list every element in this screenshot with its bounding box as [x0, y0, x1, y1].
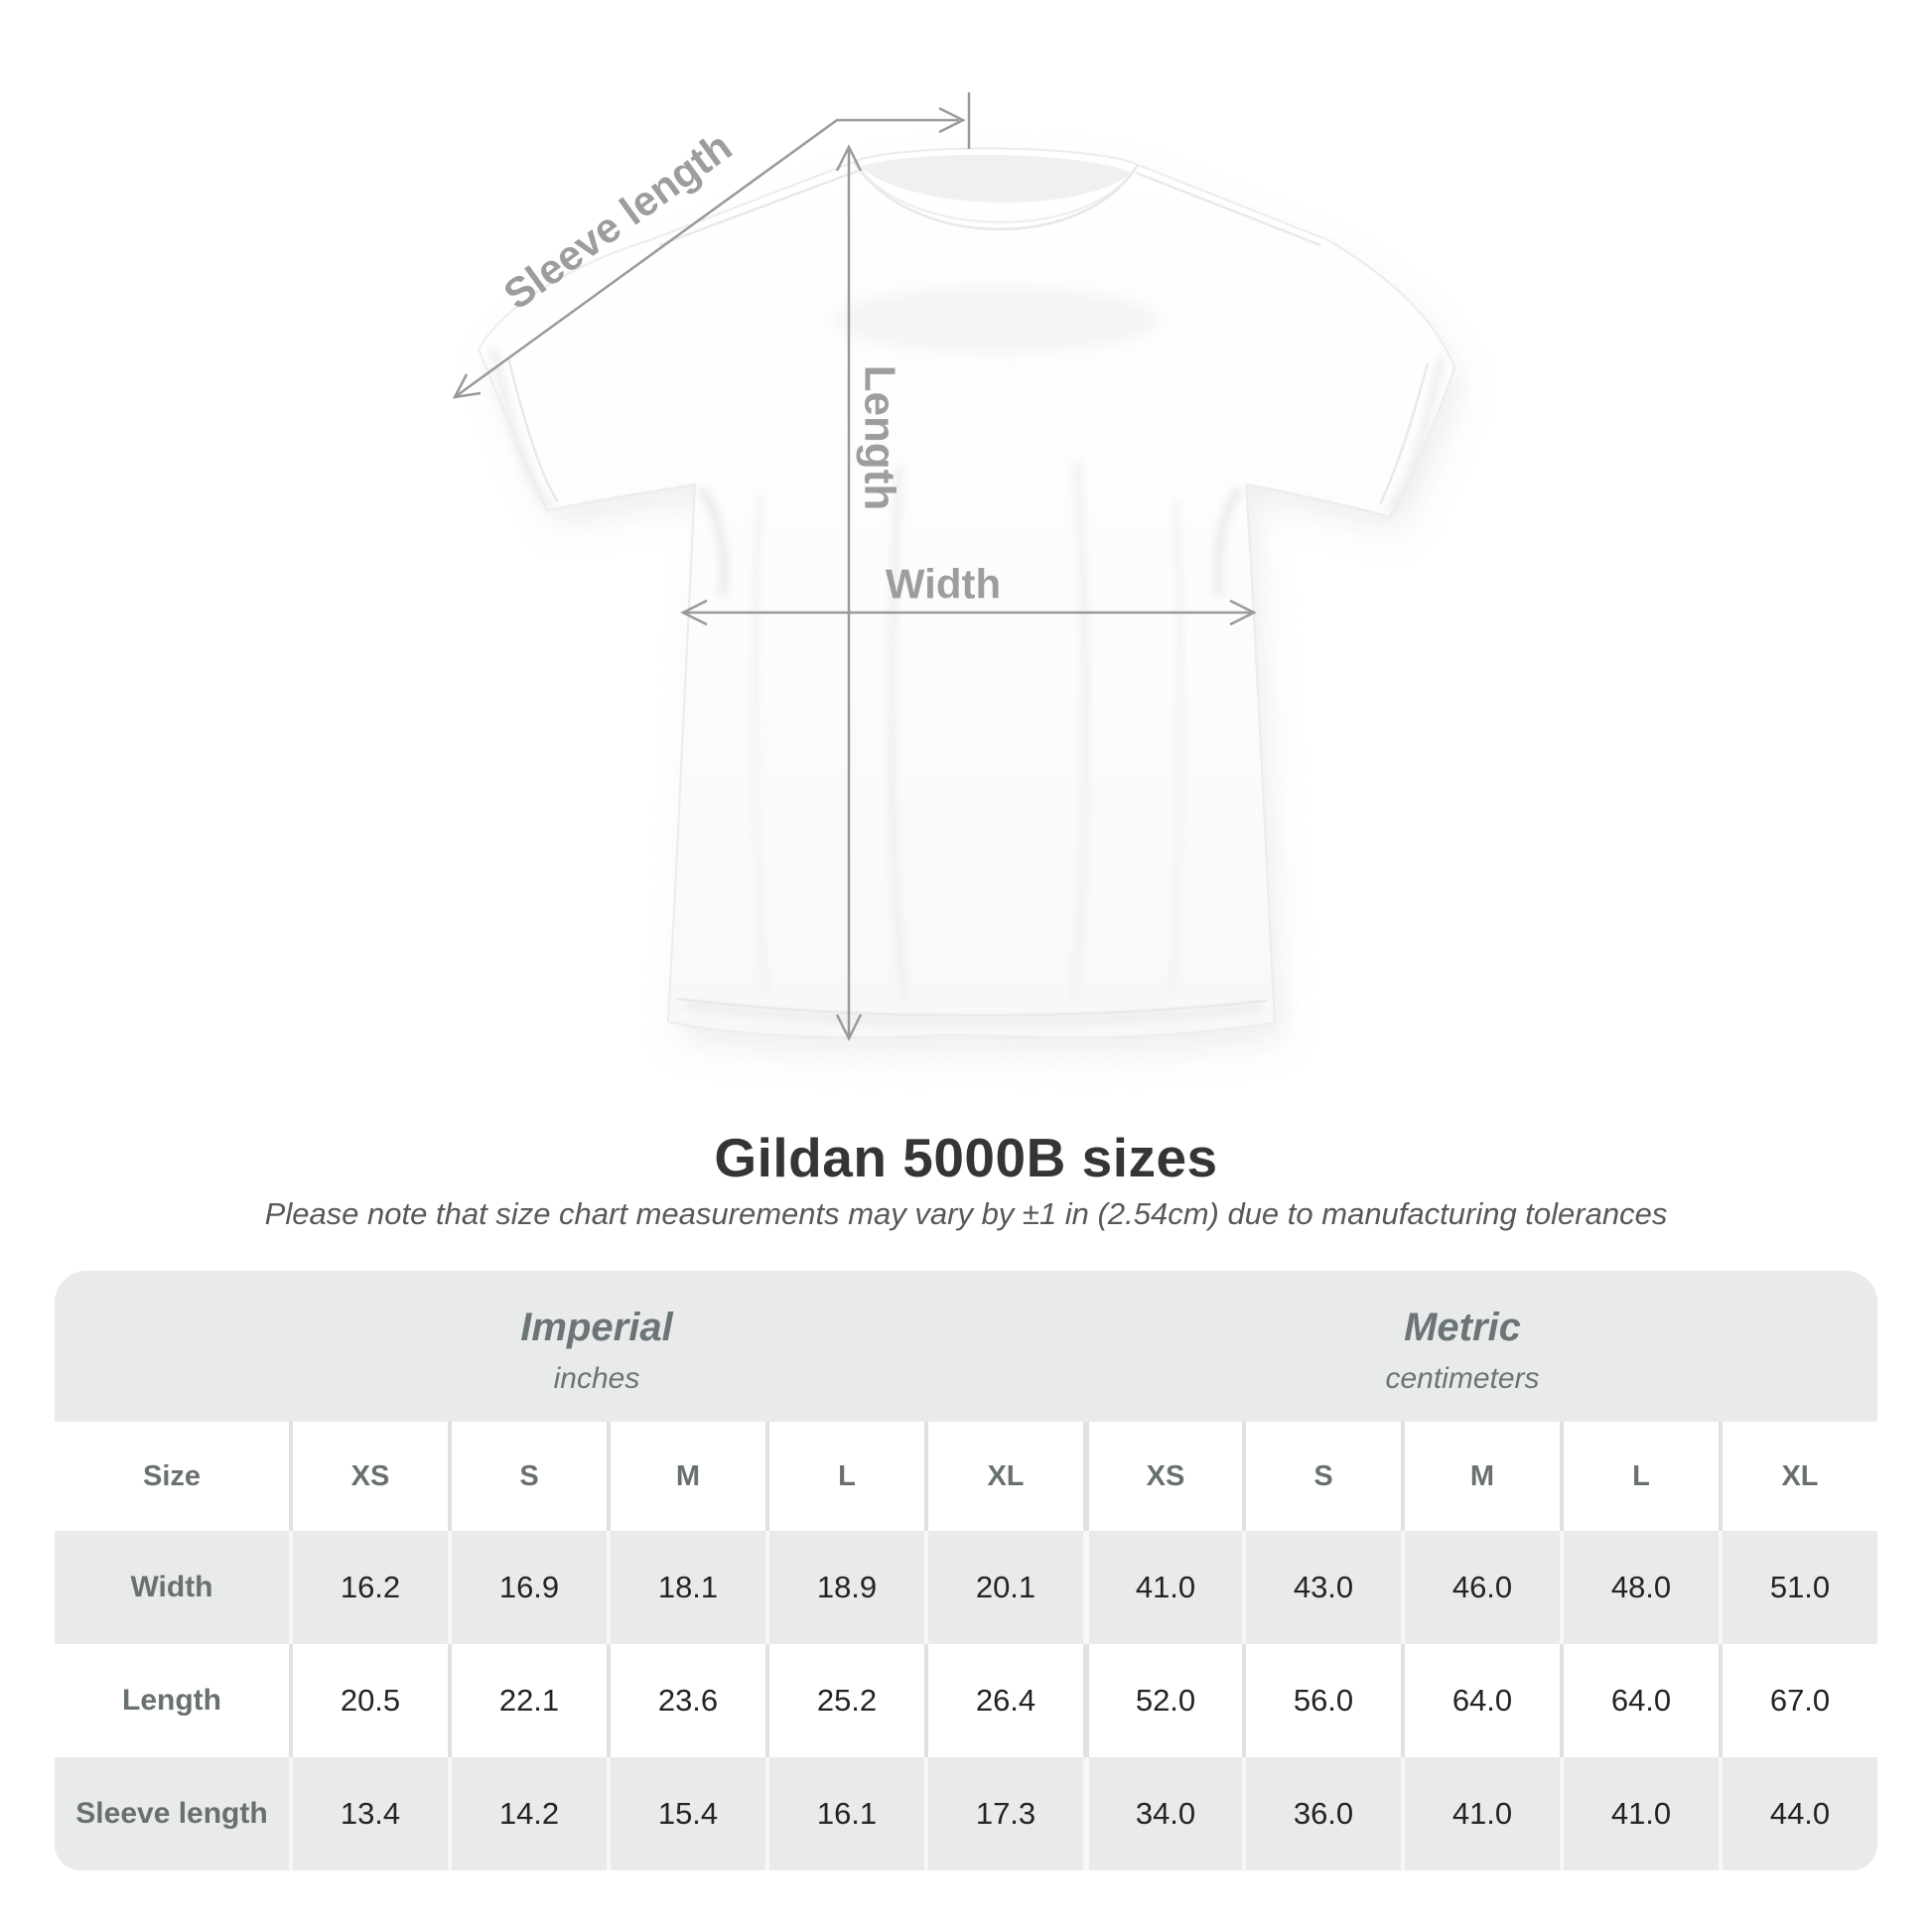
width-metric-s: 43.0	[1242, 1531, 1401, 1644]
size-header-imperial-xl: XL	[924, 1422, 1083, 1531]
sleeve-imperial-l: 16.1	[765, 1757, 924, 1870]
shirt-shading	[489, 286, 1446, 1026]
sleeve-imperial-xl: 17.3	[924, 1757, 1083, 1870]
metric-unit: centimeters	[1385, 1361, 1540, 1395]
width-imperial-s: 16.9	[448, 1531, 607, 1644]
width-imperial-xl: 20.1	[924, 1531, 1083, 1644]
sleeve-imperial-s: 14.2	[448, 1757, 607, 1870]
sleeve-metric-xs: 34.0	[1083, 1757, 1242, 1870]
tolerance-note: Please note that size chart measurements…	[264, 1196, 1668, 1231]
width-metric-xs: 41.0	[1083, 1531, 1242, 1644]
imperial-title: Imperial	[520, 1305, 673, 1349]
length-label: Length	[856, 365, 904, 511]
size-header-metric-m: M	[1401, 1422, 1560, 1531]
width-imperial-m: 18.1	[607, 1531, 765, 1644]
width-imperial-l: 18.9	[765, 1531, 924, 1644]
sleeve-metric-l: 41.0	[1560, 1757, 1719, 1870]
tshirt-figure: Sleeve length Length Width	[452, 92, 1464, 1056]
length-metric-m: 64.0	[1401, 1644, 1560, 1757]
length-arrow	[835, 144, 863, 1041]
shirt-body	[477, 147, 1456, 1039]
length-imperial-s: 22.1	[448, 1644, 607, 1757]
row-label-sleeve-length: Sleeve length	[55, 1757, 289, 1870]
sleeve-metric-m: 41.0	[1401, 1757, 1560, 1870]
sleeve-metric-s: 36.0	[1242, 1757, 1401, 1870]
sleeve-imperial-xs: 13.4	[289, 1757, 448, 1870]
width-arrow	[680, 599, 1257, 626]
length-metric-xl: 67.0	[1719, 1644, 1877, 1757]
length-imperial-m: 23.6	[607, 1644, 765, 1757]
size-header-metric-s: S	[1242, 1422, 1401, 1531]
length-imperial-xs: 20.5	[289, 1644, 448, 1757]
size-header-metric-xl: XL	[1719, 1422, 1877, 1531]
length-imperial-xl: 26.4	[924, 1644, 1083, 1757]
length-metric-l: 64.0	[1560, 1644, 1719, 1757]
width-metric-l: 48.0	[1560, 1531, 1719, 1644]
shirt-seams	[506, 169, 1430, 1018]
imperial-unit: inches	[553, 1361, 640, 1395]
sleeve-imperial-m: 15.4	[607, 1757, 765, 1870]
length-imperial-l: 25.2	[765, 1644, 924, 1757]
size-header-imperial-s: S	[448, 1422, 607, 1531]
size-header-imperial-m: M	[607, 1422, 765, 1531]
shirt-collar	[852, 154, 1140, 231]
size-header-imperial-xs: XS	[289, 1422, 448, 1531]
row-label-length: Length	[55, 1644, 289, 1757]
metric-section-header: Metric centimeters	[1083, 1271, 1877, 1422]
sleeve-length-arrow	[452, 92, 971, 399]
width-imperial-xs: 16.2	[289, 1531, 448, 1644]
page-title: Gildan 5000B sizes	[714, 1127, 1218, 1188]
metric-title: Metric	[1404, 1305, 1521, 1349]
size-header-metric-l: L	[1560, 1422, 1719, 1531]
width-label: Width	[886, 561, 1001, 608]
size-column-header: Size	[55, 1422, 289, 1531]
sleeve-metric-xl: 44.0	[1719, 1757, 1877, 1870]
size-table: Imperial inches Metric centimeters Size …	[55, 1271, 1877, 1870]
length-metric-xs: 52.0	[1083, 1644, 1242, 1757]
row-label-width: Width	[55, 1531, 289, 1644]
imperial-section-header: Imperial inches	[55, 1271, 1083, 1422]
width-metric-m: 46.0	[1401, 1531, 1560, 1644]
size-header-imperial-l: L	[765, 1422, 924, 1531]
length-metric-s: 56.0	[1242, 1644, 1401, 1757]
width-metric-xl: 51.0	[1719, 1531, 1877, 1644]
size-header-metric-xs: XS	[1083, 1422, 1242, 1531]
